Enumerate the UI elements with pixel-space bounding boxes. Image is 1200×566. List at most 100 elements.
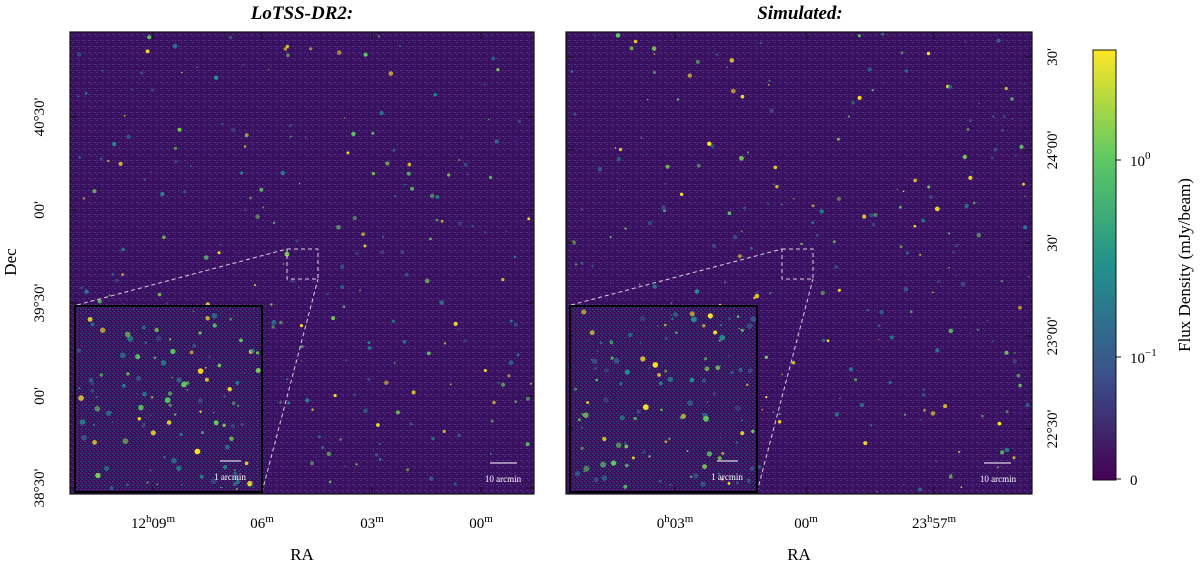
source-speck [724,281,727,284]
source-speck [603,397,609,403]
source-speck [657,373,661,377]
source-speck [741,419,744,422]
source-speck [927,185,931,189]
simulated-x-tick-label: 0h03m [657,513,694,532]
source-speck [943,404,948,409]
source-speck [749,466,755,471]
source-speck [679,192,684,196]
source-speck [837,288,841,292]
source-speck [689,311,695,317]
source-speck [583,412,589,419]
source-speck [111,421,114,423]
source-speck [964,203,969,209]
source-speck [516,353,520,357]
source-speck [287,401,291,405]
source-speck [223,395,227,398]
source-speck [950,473,953,476]
source-speck [267,68,270,71]
source-speck [661,361,663,363]
source-speck [1011,118,1014,120]
source-speck [453,321,458,326]
source-speck [111,273,115,276]
source-speck [431,436,435,441]
source-speck [905,251,909,255]
source-speck [220,486,222,489]
source-speck [90,322,95,327]
source-speck [318,435,321,439]
source-speck [363,408,368,413]
source-speck [298,286,300,289]
source-speck [78,395,84,401]
source-speck [781,373,783,376]
source-speck [488,312,490,314]
source-speck [600,461,607,468]
source-speck [90,388,95,393]
source-speck [284,251,290,257]
source-speck [754,293,760,299]
source-speck [960,486,963,489]
source-speck [1004,86,1008,91]
source-speck [730,88,736,94]
source-speck [252,486,254,488]
source-speck [203,255,209,260]
lotss-inset-scalebar-label: 1 arcmin [214,472,246,482]
source-speck [336,50,342,55]
source-speck [229,436,234,442]
source-speck [1005,410,1009,414]
source-speck [381,235,385,238]
source-speck [656,324,659,327]
source-speck [453,482,458,486]
source-speck [126,372,130,376]
source-speck [310,461,314,466]
lotss-x-tick-label: 00m [469,513,493,532]
source-speck [100,327,106,333]
source-speck [602,258,604,260]
source-speck [1023,83,1026,85]
source-speck [574,387,577,391]
source-speck [79,419,86,425]
source-speck [171,376,173,379]
lotss-y-axis-label: Dec [1,248,20,276]
source-speck [690,475,693,478]
source-speck [707,141,712,146]
source-speck [921,392,926,397]
source-speck [586,401,589,404]
source-speck [343,117,346,119]
source-speck [181,71,183,74]
source-speck [122,303,124,305]
source-speck [997,466,999,469]
source-speck [279,401,282,404]
source-speck [747,368,753,374]
simulated-y-tick-label: 30' [1045,48,1061,66]
source-speck [217,363,222,368]
source-speck [119,249,122,252]
source-speck [376,425,379,428]
source-speck [501,382,505,387]
source-speck [400,250,405,255]
source-speck [447,173,451,177]
source-speck [881,32,885,36]
source-speck [899,205,902,209]
source-speck [645,153,648,155]
source-speck [395,410,400,415]
source-speck [191,343,197,348]
source-speck [761,408,764,411]
source-speck [488,175,493,180]
source-speck [728,355,730,357]
source-speck [738,254,742,258]
source-speck [765,396,768,399]
source-speck [471,224,474,228]
source-speck [463,162,468,167]
source-speck [1018,305,1022,310]
source-speck [122,356,126,359]
source-speck [978,102,980,105]
source-speck [150,171,152,173]
source-speck [212,411,215,414]
source-speck [355,251,360,256]
source-speck [986,319,989,322]
source-speck [686,450,689,452]
source-speck [847,115,851,118]
source-speck [174,160,178,164]
source-speck [517,119,522,124]
